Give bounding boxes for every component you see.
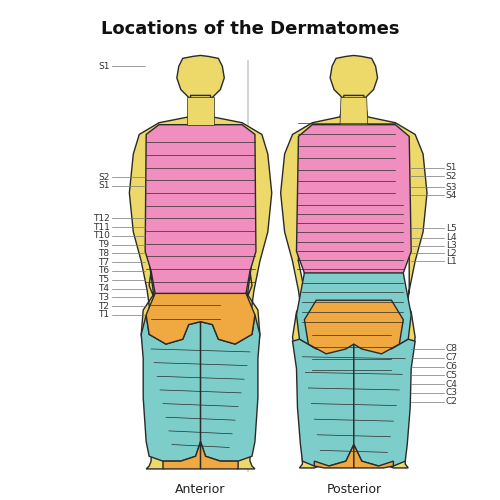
Text: T9: T9 bbox=[98, 240, 110, 249]
Polygon shape bbox=[330, 56, 378, 100]
Text: S1: S1 bbox=[446, 163, 458, 172]
Text: T4: T4 bbox=[98, 284, 110, 293]
Text: C5: C5 bbox=[446, 371, 458, 380]
Text: Anterior: Anterior bbox=[176, 482, 226, 496]
Text: C8: C8 bbox=[446, 344, 458, 354]
Polygon shape bbox=[292, 324, 354, 466]
Polygon shape bbox=[200, 315, 260, 461]
Text: T10: T10 bbox=[92, 232, 110, 240]
Text: S1: S1 bbox=[98, 181, 110, 190]
Polygon shape bbox=[354, 444, 394, 468]
Text: L4: L4 bbox=[446, 234, 456, 242]
Text: C4: C4 bbox=[446, 380, 458, 388]
Text: T1: T1 bbox=[98, 310, 110, 320]
Text: T8: T8 bbox=[98, 249, 110, 258]
Text: S1: S1 bbox=[98, 62, 110, 70]
Polygon shape bbox=[296, 273, 411, 349]
Text: C6: C6 bbox=[446, 362, 458, 371]
Text: Posterior: Posterior bbox=[326, 482, 382, 496]
Text: T6: T6 bbox=[98, 266, 110, 276]
Text: S2: S2 bbox=[446, 172, 457, 181]
Polygon shape bbox=[186, 98, 214, 124]
Polygon shape bbox=[296, 124, 411, 302]
Text: C7: C7 bbox=[446, 354, 458, 362]
Polygon shape bbox=[130, 117, 272, 469]
Text: Locations of the Dermatomes: Locations of the Dermatomes bbox=[101, 20, 399, 38]
Text: S2: S2 bbox=[98, 173, 110, 182]
Text: S3: S3 bbox=[446, 182, 458, 192]
Text: T5: T5 bbox=[98, 275, 110, 284]
Text: C2: C2 bbox=[446, 397, 458, 406]
Polygon shape bbox=[340, 98, 367, 124]
Text: L2: L2 bbox=[446, 249, 456, 258]
Text: T11: T11 bbox=[92, 222, 110, 232]
Polygon shape bbox=[188, 96, 212, 117]
Polygon shape bbox=[314, 444, 354, 468]
Polygon shape bbox=[340, 96, 367, 117]
Text: T12: T12 bbox=[93, 214, 110, 223]
Polygon shape bbox=[141, 315, 201, 461]
Polygon shape bbox=[163, 442, 200, 469]
Text: L1: L1 bbox=[446, 256, 456, 266]
Polygon shape bbox=[304, 300, 404, 354]
Text: T2: T2 bbox=[98, 302, 110, 310]
Polygon shape bbox=[200, 442, 238, 469]
Polygon shape bbox=[280, 117, 427, 468]
Text: S4: S4 bbox=[446, 191, 457, 200]
Polygon shape bbox=[146, 294, 255, 344]
Text: T3: T3 bbox=[98, 293, 110, 302]
Text: L3: L3 bbox=[446, 241, 456, 250]
Polygon shape bbox=[354, 324, 415, 466]
Text: T7: T7 bbox=[98, 258, 110, 266]
Text: C3: C3 bbox=[446, 388, 458, 398]
Polygon shape bbox=[145, 124, 256, 302]
Polygon shape bbox=[177, 56, 224, 100]
Text: L5: L5 bbox=[446, 224, 456, 232]
